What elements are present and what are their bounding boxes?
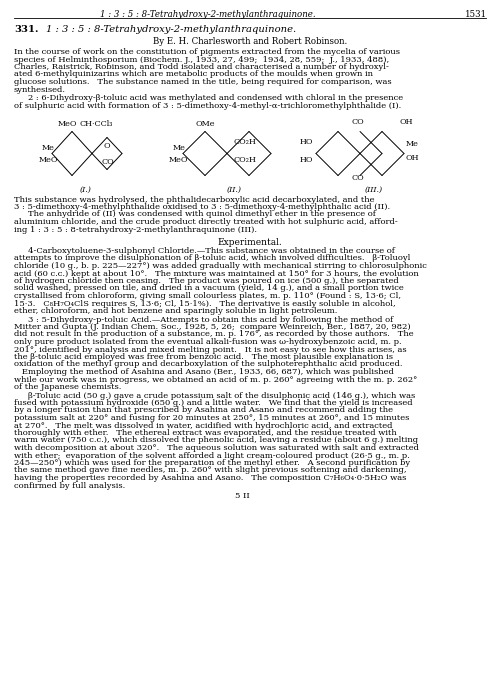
- Text: 1 : 3 : 5 : 8-Tetrahydroxy-2-methylanthraquinone.: 1 : 3 : 5 : 8-Tetrahydroxy-2-methylanthr…: [46, 25, 296, 34]
- Text: The anhydride of (II) was condensed with quinol dimethyl ether in the presence o: The anhydride of (II) was condensed with…: [28, 210, 376, 219]
- Text: HO: HO: [300, 156, 314, 164]
- Text: O: O: [104, 143, 110, 151]
- Text: crystallised from chloroform, giving small colourless plates, m. p. 110° (Found : crystallised from chloroform, giving sma…: [14, 292, 401, 300]
- Text: of sulphuric acid with formation of 3 : 5-dimethoxy-4-methyl-α-trichloromethylph: of sulphuric acid with formation of 3 : …: [14, 102, 401, 110]
- Text: CO₂H: CO₂H: [233, 156, 256, 164]
- Text: Employing the method of Asahina and Asano (Ber., 1933, 66, 687), which was publi: Employing the method of Asahina and Asan…: [14, 368, 394, 376]
- Text: while our work was in progress, we obtained an acid of m. p. 260° agreeing with : while our work was in progress, we obtai…: [14, 375, 417, 384]
- Text: glucose solutions.   The substance named in the title, being required for compar: glucose solutions. The substance named i…: [14, 78, 392, 86]
- Text: CH·CCl₃: CH·CCl₃: [80, 120, 114, 128]
- Text: the β-toluic acid employed was free from benzoic acid.   The most plausible expl: the β-toluic acid employed was free from…: [14, 353, 393, 361]
- Text: potassium salt at 220° and fusing for 20 minutes at 250°, 15 minutes at 260°, an: potassium salt at 220° and fusing for 20…: [14, 414, 409, 422]
- Text: 2 : 6-Dihydroxy-β-toluic acid was methylated and condensed with chloral in the p: 2 : 6-Dihydroxy-β-toluic acid was methyl…: [28, 94, 403, 103]
- Text: Me: Me: [406, 139, 419, 147]
- Text: Mitter and Gupta (J. Indian Chem. Soc., 1928, 5, 26;  compare Weinreich, Ber., 1: Mitter and Gupta (J. Indian Chem. Soc., …: [14, 323, 410, 331]
- Text: solid washed, pressed on tile, and dried in a vacuum (yield, 14 g.), and a small: solid washed, pressed on tile, and dried…: [14, 285, 404, 293]
- Text: with decomposition at about 320°.   The aqueous solution was saturated with salt: with decomposition at about 320°. The aq…: [14, 444, 419, 452]
- Text: 201°, identified by analysis and mixed melting point.   It is not easy to see ho: 201°, identified by analysis and mixed m…: [14, 346, 406, 354]
- Text: did not result in the production of a substance, m. p. 176°, as recorded by thos: did not result in the production of a su…: [14, 331, 413, 339]
- Text: attempts to improve the disulphonation of β-toluic acid, which involved difficul: attempts to improve the disulphonation o…: [14, 255, 410, 263]
- Text: 245—250°) which was used for the preparation of the methyl ether.   A second pur: 245—250°) which was used for the prepara…: [14, 459, 410, 467]
- Text: thoroughly with ether.   The ethereal extract was evaporated, and the residue tr: thoroughly with ether. The ethereal extr…: [14, 429, 397, 437]
- Text: 1531: 1531: [465, 10, 487, 19]
- Text: MeO: MeO: [58, 120, 78, 128]
- Text: CO: CO: [351, 174, 364, 181]
- Text: OMe: OMe: [195, 120, 214, 128]
- Text: CO: CO: [102, 158, 115, 166]
- Text: warm water (750 c.c.), which dissolved the phenolic acid, leaving a residue (abo: warm water (750 c.c.), which dissolved t…: [14, 437, 418, 445]
- Text: MeO: MeO: [39, 156, 58, 164]
- Text: CO: CO: [351, 117, 364, 126]
- Text: 15·3.   C₈H₇O₄ClS requires S, 13·6; Cl, 15·1%).   The derivative is easily solub: 15·3. C₈H₇O₄ClS requires S, 13·6; Cl, 15…: [14, 299, 396, 308]
- Text: ated 6-methylquinizarins which are metabolic products of the moulds when grown i: ated 6-methylquinizarins which are metab…: [14, 71, 373, 79]
- Text: Experimental.: Experimental.: [218, 238, 282, 247]
- Text: 3 : 5-dimethoxy-4-methylphthalide oxidised to 3 : 5-dimethoxy-4-methylphthalic a: 3 : 5-dimethoxy-4-methylphthalide oxidis…: [14, 203, 390, 211]
- Text: 3 : 5-Dihydroxy-p-toluic Acid.—Attempts to obtain this acid by following the met: 3 : 5-Dihydroxy-p-toluic Acid.—Attempts …: [28, 316, 393, 323]
- Text: of hydrogen chloride then ceasing.   The product was poured on ice (500 g.), the: of hydrogen chloride then ceasing. The p…: [14, 277, 399, 285]
- Text: Charles, Raistrick, Robinson, and Todd isolated and characterised a number of hy: Charles, Raistrick, Robinson, and Todd i…: [14, 63, 389, 71]
- Text: OH: OH: [400, 119, 413, 126]
- Text: 4-Carboxytoluene-3-sulphonyl Chloride.—This substance was obtained in the course: 4-Carboxytoluene-3-sulphonyl Chloride.—T…: [28, 247, 395, 255]
- Text: the same method gave fine needles, m. p. 260° with slight previous softening and: the same method gave fine needles, m. p.…: [14, 466, 406, 475]
- Text: only pure product isolated from the eventual alkali-fusion was ω-hydroxybenzoic : only pure product isolated from the even…: [14, 338, 402, 346]
- Text: of the Japanese chemists.: of the Japanese chemists.: [14, 383, 122, 391]
- Text: 5 II: 5 II: [235, 492, 250, 500]
- Text: aluminium chloride, and the crude product directly treated with hot sulphuric ac: aluminium chloride, and the crude produc…: [14, 218, 398, 226]
- Text: MeO: MeO: [169, 156, 188, 164]
- Text: Me: Me: [173, 143, 186, 151]
- Text: (III.): (III.): [365, 185, 383, 194]
- Text: having the properties recorded by Asahina and Asano.   The composition C₇H₆O₄·0·: having the properties recorded by Asahin…: [14, 474, 406, 482]
- Text: By E. H. Charlesworth and Robert Robinson.: By E. H. Charlesworth and Robert Robinso…: [153, 37, 347, 46]
- Text: This substance was hydrolysed, the phthalidecarboxylic acid decarboxylated, and : This substance was hydrolysed, the phtha…: [14, 196, 374, 204]
- Text: (I.): (I.): [80, 185, 92, 194]
- Text: OH: OH: [406, 155, 419, 162]
- Text: HO: HO: [300, 139, 314, 147]
- Text: at 270°.   The melt was dissolved in water, acidified with hydrochloric acid, an: at 270°. The melt was dissolved in water…: [14, 422, 392, 430]
- Text: ing 1 : 3 : 5 : 8-tetrahydroxy-2-methylanthraquinone (III).: ing 1 : 3 : 5 : 8-tetrahydroxy-2-methyla…: [14, 225, 257, 234]
- Text: by a longer fusion than that prescribed by Asahina and Asano and recommend addin: by a longer fusion than that prescribed …: [14, 407, 393, 414]
- Text: Me: Me: [42, 143, 55, 151]
- Text: fused with potassium hydroxide (650 g.) and a little water.   We find that the y: fused with potassium hydroxide (650 g.) …: [14, 399, 412, 407]
- Text: 1 : 3 : 5 : 8-Tetrahydroxy-2-methylanthraquinone.: 1 : 3 : 5 : 8-Tetrahydroxy-2-methylanthr…: [100, 10, 316, 19]
- Text: with ether;  evaporation of the solvent afforded a light cream-coloured product : with ether; evaporation of the solvent a…: [14, 452, 410, 460]
- Text: confirmed by full analysis.: confirmed by full analysis.: [14, 481, 125, 490]
- Text: ether, chloroform, and hot benzene and sparingly soluble in light petroleum.: ether, chloroform, and hot benzene and s…: [14, 307, 338, 315]
- Text: 331.: 331.: [14, 25, 38, 34]
- Text: acid (60 c.c.) kept at about 10°.   The mixture was maintained at 150° for 3 hou: acid (60 c.c.) kept at about 10°. The mi…: [14, 270, 419, 278]
- Text: oxidation of the methyl group and decarboxylation of the sulphoterephthalic acid: oxidation of the methyl group and decarb…: [14, 361, 402, 369]
- Text: synthesised.: synthesised.: [14, 86, 66, 94]
- Text: β-Toluic acid (50 g.) gave a crude potassium salt of the disulphonic acid (146 g: β-Toluic acid (50 g.) gave a crude potas…: [28, 392, 415, 399]
- Text: chloride (10 g., b. p. 225—227°) was added gradually with mechanical stirring to: chloride (10 g., b. p. 225—227°) was add…: [14, 262, 427, 270]
- Text: species of Helminthosporium (Biochem. J., 1933, 27, 499;  1934, 28, 559;  J., 19: species of Helminthosporium (Biochem. J.…: [14, 56, 389, 64]
- Text: In the course of work on the constitution of pigments extracted from the mycelia: In the course of work on the constitutio…: [14, 48, 400, 56]
- Text: CO₂H: CO₂H: [233, 139, 256, 147]
- Text: (II.): (II.): [227, 185, 242, 194]
